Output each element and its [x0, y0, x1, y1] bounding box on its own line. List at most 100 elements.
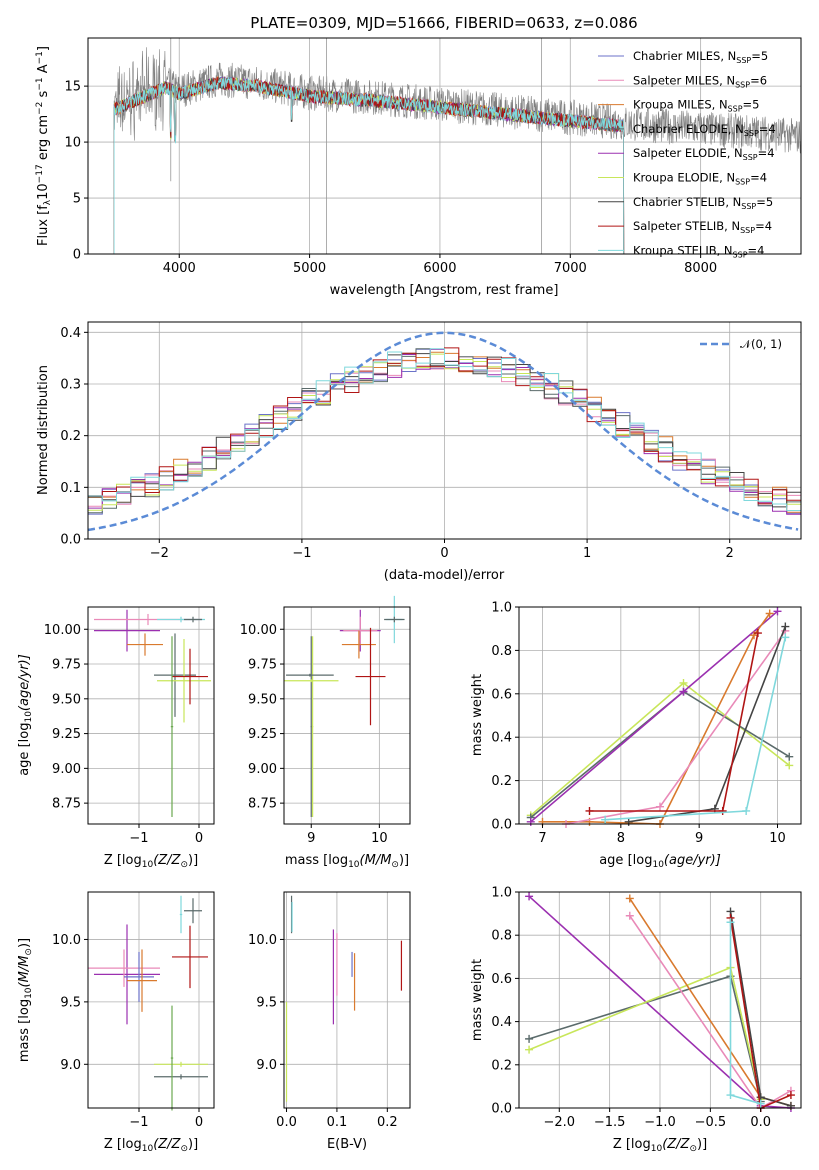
age-vs-mass-xlabel: mass [log10(M/M⊙)]: [285, 853, 409, 870]
weight-line-salpeter_elodie: [530, 610, 779, 823]
y-tick-label: 0.2: [491, 774, 512, 789]
x-tick-label: 4000: [163, 261, 196, 276]
residual-panel: −2 −1 0 1 2 0.0 0.1 0.2 0.3 0.4 (data-model)/erro…: [36, 321, 802, 583]
weight-marker: [625, 894, 634, 903]
weight-marker: [525, 892, 534, 901]
legend-entry: Chabrier MILES, NSSP=5: [633, 49, 768, 65]
y-tick-label: 0.6: [491, 972, 512, 987]
weight-line-chabrier_elodie: [528, 975, 762, 1102]
y-tick-label: 9.5: [256, 995, 277, 1010]
legend-entry: Salpeter ELODIE, NSSP=4: [633, 146, 775, 162]
x-tick-label: 0: [195, 1115, 203, 1130]
y-tick-label: 0.4: [491, 731, 512, 746]
x-tick-label: 0: [440, 546, 448, 561]
weight-vs-Z-panel: −2.0 −1.5 −1.0 −0.5 0.0 0.0 0.2 0.4 0.6 0.8 1.0 Z …: [470, 886, 802, 1154]
weight-marker: [585, 806, 594, 815]
y-tick-label: 9.50: [248, 692, 277, 707]
normal-curve: [88, 331, 799, 532]
y-tick-label: 9.75: [52, 658, 81, 673]
x-tick-label: −2: [150, 546, 169, 561]
weight-vs-age-xlabel: age [log10(age/yr)]: [599, 853, 721, 870]
y-tick-label: 0.0: [491, 1102, 512, 1117]
weight-marker: [786, 1101, 795, 1110]
mass-vs-Z-panel: −1 0 9.0 9.5 10.0 Z [log10(Z/Z⊙)] mass [log1…: [17, 891, 215, 1154]
y-tick-label: 10.0: [248, 933, 277, 948]
spectrum-xlabel: wavelength [Angstrom, rest frame]: [330, 283, 559, 298]
residual-legend: 𝒩(0, 1): [700, 337, 782, 351]
weight-marker: [756, 1099, 765, 1108]
mass-vs-Z-ylabel: mass [log10(M/M⊙)]: [17, 938, 34, 1062]
x-tick-label: 0.0: [750, 1115, 771, 1130]
y-tick-label: 0.3: [60, 378, 81, 393]
mass-vs-Z-frame: [87, 891, 215, 1109]
x-tick-label: −2.0: [543, 1115, 575, 1130]
y-tick-label: 0.4: [60, 326, 81, 341]
spectrum-panel: PLATE=0309, MJD=51666, FIBERID=0633, z=0…: [35, 14, 802, 298]
x-tick-label: −1.0: [644, 1115, 676, 1130]
spectrum-legend: Chabrier MILES, NSSP=5 Salpeter MILES, NS…: [598, 49, 776, 259]
legend-entry: Salpeter STELIB, NSSP=4: [633, 219, 772, 235]
y-tick-label: 9.0: [60, 1058, 81, 1073]
weight-marker: [781, 622, 790, 631]
weight-line-kroupa_elodie: [530, 681, 790, 816]
x-tick-label: 0.2: [377, 1115, 398, 1130]
spectrum-frame: [87, 37, 802, 255]
weight-marker: [742, 806, 751, 815]
weight-line-kroupa_elodie: [528, 966, 762, 1100]
spectrum-ylabel: Flux [fλ10−17 erg cm−2 s−1 A−1]: [35, 46, 53, 246]
weight-vs-Z-xlabel: Z [log10(Z/Z⊙)]: [613, 1137, 707, 1154]
weight-line-chabrier_stelib: [628, 626, 787, 823]
age-vs-mass-frame: [283, 606, 411, 825]
weight-vs-age-ylabel: mass weight: [470, 674, 485, 756]
age-vs-Z-ylabel: age [log10(age/yr)]: [17, 654, 34, 776]
x-tick-label: 0.1: [327, 1115, 348, 1130]
x-tick-label: 6000: [423, 261, 456, 276]
age-vs-Z-xlabel: Z [log10(Z/Z⊙)]: [104, 853, 198, 870]
mass-vs-ebv-panel: 0.0 0.1 0.2 9.0 9.5 10.0 E(B-V): [248, 891, 411, 1152]
x-tick-label: 1: [583, 546, 591, 561]
y-tick-label: 0.1: [60, 481, 81, 496]
y-tick-label: 1.0: [491, 886, 512, 901]
weight-marker: [773, 607, 782, 616]
weight-marker: [718, 806, 727, 815]
weight-marker: [765, 609, 774, 618]
x-tick-label: −0.5: [695, 1115, 727, 1130]
legend-entry: Kroupa ELODIE, NSSP=4: [633, 171, 767, 187]
y-tick-label: 9.00: [52, 762, 81, 777]
y-tick-label: 0.2: [60, 429, 81, 444]
weight-marker: [679, 687, 688, 696]
legend-entry: Salpeter MILES, NSSP=6: [633, 73, 767, 89]
weight-marker: [656, 802, 664, 811]
y-tick-label: 0.0: [60, 533, 81, 548]
residual-xlabel: (data-model)/error: [384, 568, 505, 583]
y-tick-label: 15: [64, 80, 81, 95]
y-tick-label: 8.75: [52, 797, 81, 812]
y-tick-label: 0.4: [491, 1015, 512, 1030]
weight-marker: [525, 1034, 534, 1043]
weight-marker: [786, 1091, 795, 1100]
age-vs-Z-panel: −1 0 8.75 9.00 9.25 9.50 9.75 10.00 Z [log10(Z/…: [17, 606, 215, 870]
y-tick-label: 9.00: [248, 762, 277, 777]
y-tick-label: 9.75: [248, 658, 277, 673]
weight-marker: [781, 633, 790, 642]
x-tick-label: 7000: [554, 261, 587, 276]
legend-entry: Chabrier ELODIE, NSSP=4: [633, 122, 776, 138]
x-tick-label: 8000: [684, 261, 717, 276]
x-tick-label: 7: [538, 831, 546, 846]
x-tick-label: 8: [617, 831, 625, 846]
legend-entry: Kroupa MILES, NSSP=5: [633, 98, 759, 114]
normal-legend-label: 𝒩(0, 1): [740, 337, 782, 351]
weight-vs-Z-ylabel: mass weight: [470, 959, 485, 1041]
weight-line-kroupa_stelib: [605, 637, 787, 821]
y-tick-label: 0: [73, 248, 81, 263]
y-tick-label: 0.8: [491, 929, 512, 944]
weight-vs-Z-frame: [518, 891, 802, 1109]
weight-marker: [785, 752, 794, 761]
weight-marker: [726, 918, 735, 927]
x-tick-label: 9: [695, 831, 703, 846]
y-tick-label: 10: [64, 136, 81, 151]
x-tick-label: 10: [769, 831, 786, 846]
y-tick-label: 9.25: [248, 727, 277, 742]
weight-marker: [525, 1045, 534, 1054]
